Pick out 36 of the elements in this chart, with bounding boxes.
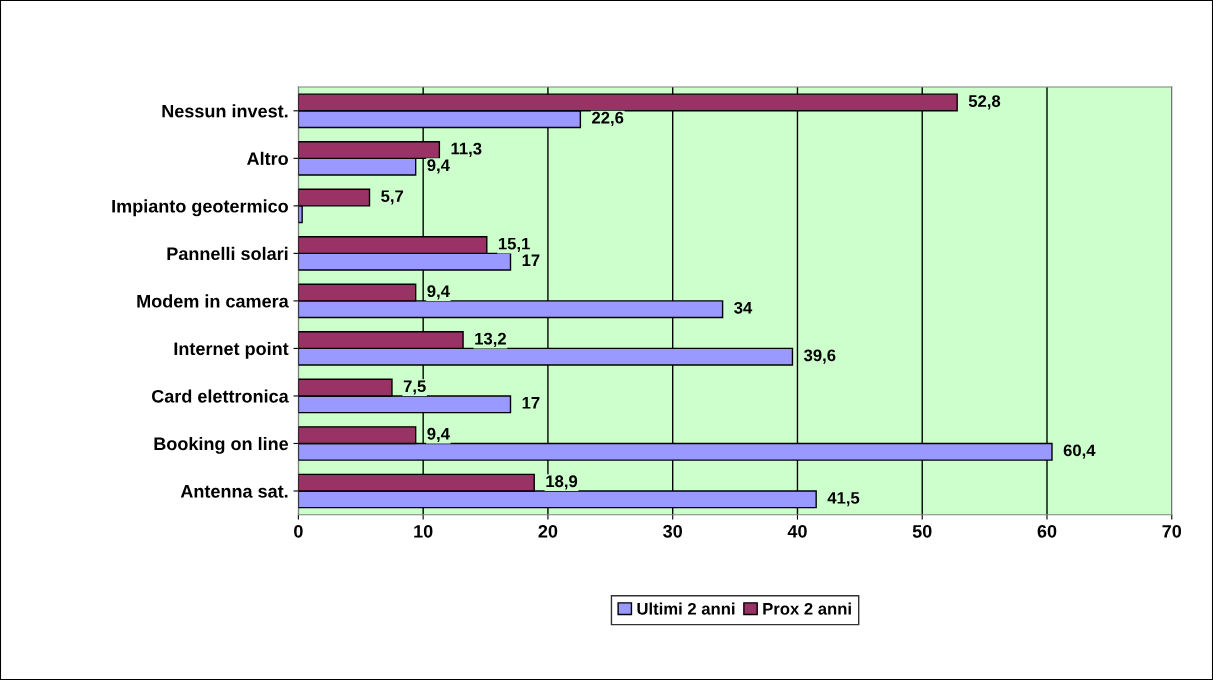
x-tick-label: 50 xyxy=(912,524,932,538)
y-tick-label: Modem in camera xyxy=(137,294,289,308)
legend-label: Prox 2 anni xyxy=(763,602,851,615)
x-tick-label: 0 xyxy=(294,524,303,538)
data-label: 39,6 xyxy=(803,349,836,364)
x-tick-label: 70 xyxy=(1162,524,1182,538)
data-label: 60,4 xyxy=(1063,444,1096,459)
y-tick-label: Altro xyxy=(247,151,288,166)
y-tick-label: Nessun invest. xyxy=(162,104,288,118)
y-tick-label: Antenna sat. xyxy=(180,485,288,498)
data-label: 34 xyxy=(734,301,753,314)
x-tick-label: 60 xyxy=(1037,524,1057,538)
legend-label: Ultimi 2 anni xyxy=(637,602,735,615)
data-label: 17 xyxy=(522,397,540,409)
x-tick-label: 30 xyxy=(663,524,682,538)
y-tick-label: Internet point xyxy=(174,341,289,359)
data-label: 52,8 xyxy=(968,95,1001,110)
y-tick-label: Card elettronica xyxy=(151,389,289,403)
data-label: 7,5 xyxy=(403,380,426,395)
x-tick-label: 40 xyxy=(787,524,807,538)
data-label: 15,1 xyxy=(498,237,530,252)
data-label: 5,7 xyxy=(381,190,404,205)
x-tick-label: 20 xyxy=(538,524,558,538)
y-tick-label: Booking on line xyxy=(154,436,289,454)
y-tick-label: Impianto geotermico xyxy=(112,199,288,217)
data-label: 17 xyxy=(522,254,540,266)
data-label: 22,6 xyxy=(592,111,624,127)
data-label: 18,9 xyxy=(546,475,578,490)
y-tick-label: Pannelli solari xyxy=(167,246,288,261)
data-label: 9,4 xyxy=(427,427,450,443)
data-label: 9,4 xyxy=(427,285,450,300)
data-label: 13,2 xyxy=(475,332,506,347)
data-label: 41,5 xyxy=(827,492,860,507)
x-tick-label: 10 xyxy=(414,524,433,538)
data-label: 11,3 xyxy=(451,142,482,157)
data-label: 9,4 xyxy=(427,159,450,174)
